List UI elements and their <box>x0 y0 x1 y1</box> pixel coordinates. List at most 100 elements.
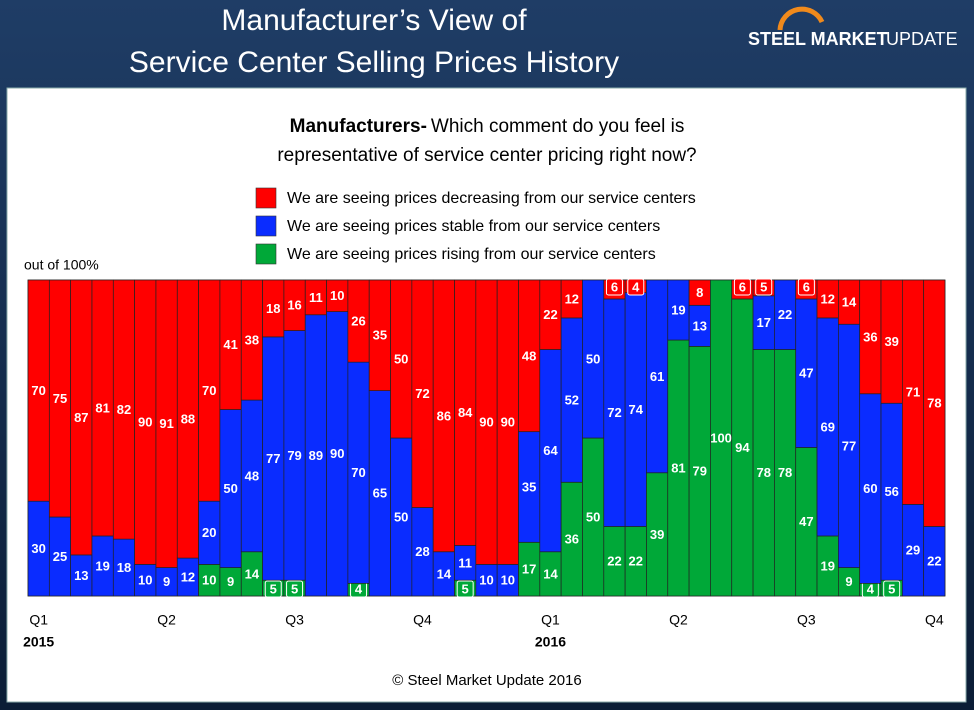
value-label: 10 <box>202 573 216 588</box>
value-label: 81 <box>95 400 109 415</box>
value-label: 6 <box>739 279 746 294</box>
value-label: 14 <box>842 295 857 310</box>
value-label: 5 <box>760 279 767 294</box>
chart-title: Service Center Selling Prices History <box>129 46 619 79</box>
value-label: 82 <box>117 402 131 417</box>
value-label: 22 <box>927 554 941 569</box>
value-label: 9 <box>163 574 170 589</box>
value-label: 8 <box>696 285 703 300</box>
value-label: 94 <box>735 440 750 455</box>
subtitle: representative of service center pricing… <box>277 145 696 166</box>
value-label: 47 <box>799 366 813 381</box>
label-box <box>286 580 304 598</box>
value-label: 69 <box>820 419 834 434</box>
value-label: 20 <box>202 525 216 540</box>
x-tick-label: Q4 <box>925 612 944 628</box>
legend-label: We are seeing prices rising from our ser… <box>287 246 656 263</box>
value-label: 17 <box>522 562 536 577</box>
value-label: 22 <box>629 554 643 569</box>
value-label: 70 <box>31 383 45 398</box>
bar-segment <box>923 279 946 527</box>
value-label: 75 <box>53 391 67 406</box>
value-label: 18 <box>117 560 131 575</box>
value-label: 4 <box>632 279 640 294</box>
value-label: 48 <box>522 348 536 363</box>
value-label: 22 <box>778 307 792 322</box>
value-label: 91 <box>159 416 173 431</box>
x-tick-label: Q1 <box>29 612 48 628</box>
value-label: 56 <box>884 484 898 499</box>
label-box <box>755 278 773 296</box>
value-label: 19 <box>820 558 834 573</box>
value-label: 6 <box>803 279 810 294</box>
footer: © Steel Market Update 2016 <box>392 672 582 689</box>
value-label: 14 <box>437 566 452 581</box>
value-label: 9 <box>845 574 852 589</box>
value-label: 88 <box>181 411 195 426</box>
subtitle: Manufacturers- Which comment do you feel … <box>290 116 685 137</box>
value-label: 48 <box>245 468 259 483</box>
value-label: 4 <box>867 581 875 596</box>
value-label: 12 <box>181 569 195 584</box>
value-label: 5 <box>888 581 895 596</box>
x-tick-label: Q3 <box>797 612 816 628</box>
value-label: 14 <box>543 566 558 581</box>
value-label: 30 <box>31 541 45 556</box>
value-label: 74 <box>629 402 644 417</box>
value-label: 47 <box>799 514 813 529</box>
subtitle-text: Which comment do you feel is <box>431 116 684 137</box>
value-label: 79 <box>287 448 301 463</box>
value-label: 64 <box>543 443 558 458</box>
label-box <box>456 580 474 598</box>
label-box <box>733 278 751 296</box>
value-label: 71 <box>906 385 920 400</box>
value-label: 5 <box>291 581 298 596</box>
value-label: 19 <box>95 558 109 573</box>
y-axis-label: out of 100% <box>24 257 99 273</box>
value-label: 14 <box>245 566 260 581</box>
value-label: 60 <box>863 481 877 496</box>
value-label: 72 <box>607 405 621 420</box>
value-label: 12 <box>565 291 579 306</box>
value-label: 17 <box>756 315 770 330</box>
value-label: 5 <box>462 581 469 596</box>
value-label: 22 <box>607 554 621 569</box>
value-label: 39 <box>650 527 664 542</box>
value-label: 9 <box>227 574 234 589</box>
value-label: 61 <box>650 369 664 384</box>
value-label: 70 <box>351 465 365 480</box>
value-label: 87 <box>74 410 88 425</box>
value-label: 11 <box>309 290 323 305</box>
value-label: 35 <box>373 328 387 343</box>
value-label: 52 <box>565 393 579 408</box>
logo-swoosh <box>777 6 825 31</box>
value-label: 26 <box>351 314 365 329</box>
value-label: 89 <box>309 448 323 463</box>
value-label: 10 <box>479 573 493 588</box>
value-label: 36 <box>565 532 579 547</box>
logo: UPDATE <box>886 29 958 49</box>
year-label: 2016 <box>535 634 566 650</box>
chart-title: Manufacturer’s View of <box>221 4 527 37</box>
value-label: 41 <box>223 337 237 352</box>
value-label: 16 <box>287 298 301 313</box>
value-label: 50 <box>586 509 600 524</box>
value-label: 13 <box>693 318 707 333</box>
label-box <box>797 278 815 296</box>
value-label: 90 <box>138 415 152 430</box>
value-label: 65 <box>373 486 387 501</box>
legend-swatch <box>255 187 277 209</box>
value-label: 77 <box>842 438 856 453</box>
label-box <box>627 278 645 296</box>
value-label: 90 <box>479 415 493 430</box>
value-label: 90 <box>501 415 515 430</box>
label-box <box>605 278 623 296</box>
x-tick-label: Q1 <box>541 612 560 628</box>
legend-swatch <box>255 215 277 237</box>
x-tick-label: Q2 <box>669 612 688 628</box>
value-label: 90 <box>330 446 344 461</box>
x-tick-label: Q3 <box>285 612 304 628</box>
value-label: 25 <box>53 549 67 564</box>
value-label: 10 <box>330 288 344 303</box>
value-label: 81 <box>671 460 685 475</box>
